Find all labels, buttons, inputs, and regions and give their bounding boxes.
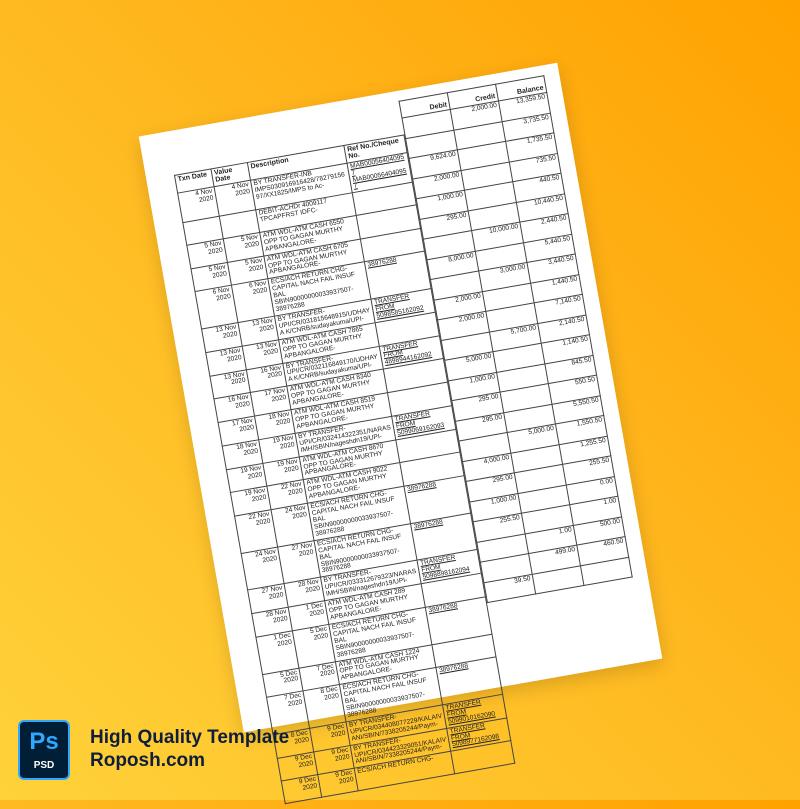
value-date-cell: 5 Dec 2020 — [292, 624, 336, 668]
logo-title: Ps — [29, 727, 59, 755]
bank-statement-page: Txn Date Value Date Description Ref No./… — [138, 62, 663, 804]
value-date-cell: 6 Nov 2020 — [231, 279, 275, 323]
value-date-cell: 8 Dec 2020 — [303, 684, 346, 729]
txn-date-cell: 1 Dec 2020 — [255, 630, 299, 675]
value-date-cell: 27 Nov 2020 — [277, 540, 321, 584]
txn-date-cell: 6 Nov 2020 — [195, 285, 239, 330]
value-date-cell: 9 Dec 2020 — [317, 768, 359, 798]
site-name: Roposh.com — [90, 750, 206, 771]
brand-text: High Quality Template Roposh.com — [90, 727, 289, 773]
statement-tables: Txn Date Value Date Description Ref No./… — [174, 75, 661, 805]
logo-subtitle: PSD — [33, 759, 55, 771]
branding: Ps PSD High Quality Template Roposh.com — [18, 720, 289, 780]
tagline: High Quality Template — [90, 727, 290, 749]
value-date-cell: 24 Nov 2020 — [271, 503, 315, 547]
txn-date-cell: 24 Nov 2020 — [241, 546, 285, 591]
photoshop-psd-logo-icon: Ps PSD — [18, 720, 70, 780]
txn-date-cell: 22 Nov 2020 — [234, 509, 278, 554]
